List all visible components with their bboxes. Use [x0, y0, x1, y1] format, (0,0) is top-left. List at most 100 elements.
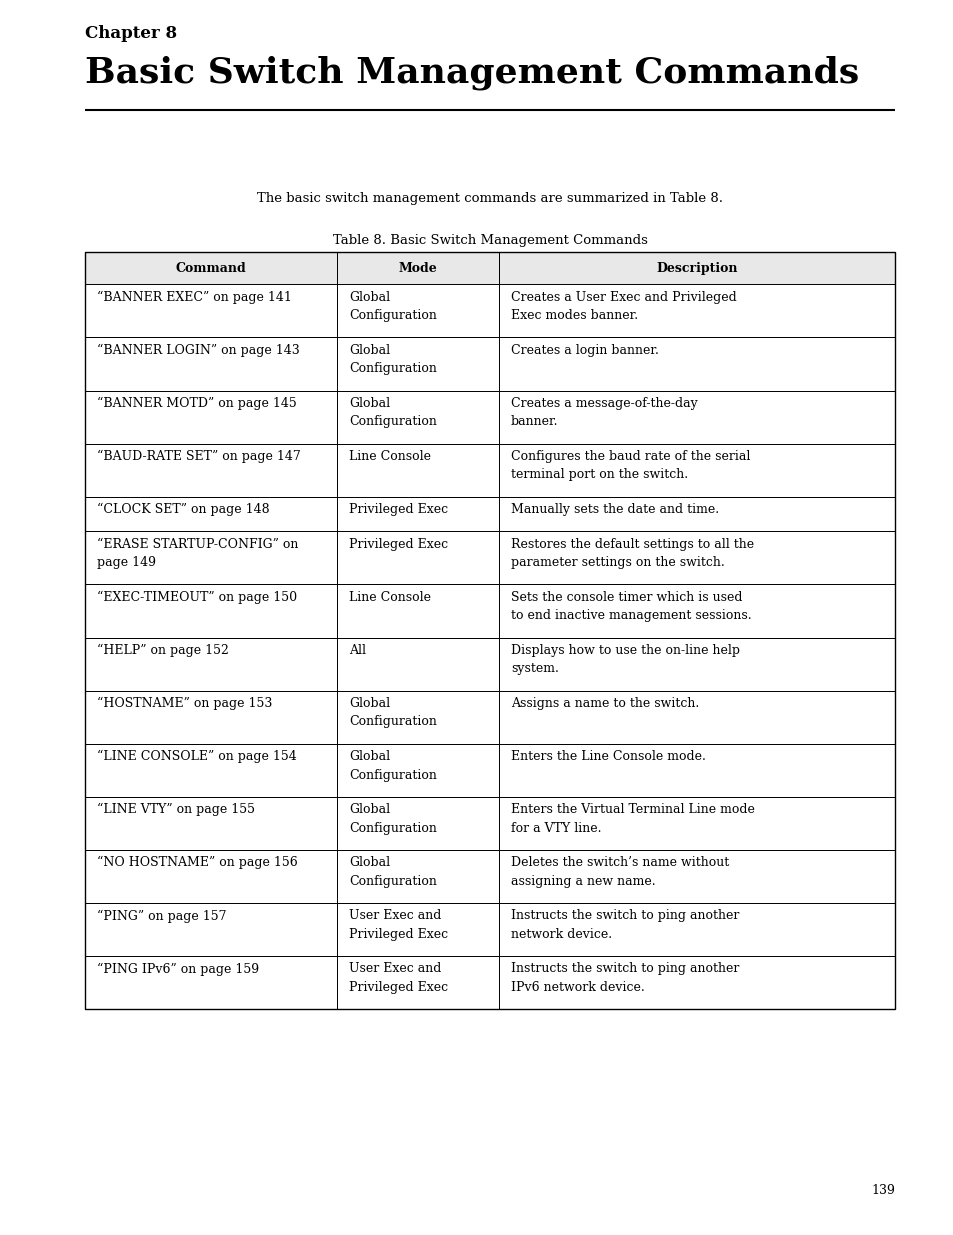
Text: “HOSTNAME” on page 153: “HOSTNAME” on page 153 — [97, 697, 273, 710]
Text: 139: 139 — [870, 1184, 894, 1197]
Bar — [498, 443, 894, 496]
Text: “BANNER EXEC” on page 141: “BANNER EXEC” on page 141 — [97, 290, 292, 304]
Bar — [85, 390, 336, 443]
Text: Chapter 8: Chapter 8 — [85, 25, 177, 42]
Bar — [336, 743, 498, 797]
Text: Enters the Line Console mode.: Enters the Line Console mode. — [511, 750, 705, 763]
Text: Privileged Exec: Privileged Exec — [349, 927, 448, 941]
Bar — [336, 390, 498, 443]
Bar — [85, 903, 336, 956]
Text: “PING IPv6” on page 159: “PING IPv6” on page 159 — [97, 962, 259, 976]
Text: Exec modes banner.: Exec modes banner. — [511, 309, 638, 322]
Text: Privileged Exec: Privileged Exec — [349, 537, 448, 551]
Bar — [336, 284, 498, 337]
Bar — [498, 584, 894, 637]
Text: User Exec and: User Exec and — [349, 962, 441, 976]
Bar — [85, 284, 336, 337]
Text: banner.: banner. — [511, 415, 558, 429]
Text: Configuration: Configuration — [349, 415, 436, 429]
Text: system.: system. — [511, 662, 558, 676]
Bar — [85, 797, 336, 850]
Bar — [498, 496, 894, 531]
Text: “BANNER MOTD” on page 145: “BANNER MOTD” on page 145 — [97, 396, 296, 410]
Text: “BANNER LOGIN” on page 143: “BANNER LOGIN” on page 143 — [97, 343, 299, 357]
Text: Displays how to use the on-line help: Displays how to use the on-line help — [511, 643, 740, 657]
Text: Restores the default settings to all the: Restores the default settings to all the — [511, 537, 753, 551]
Text: “HELP” on page 152: “HELP” on page 152 — [97, 643, 229, 657]
Text: Global: Global — [349, 750, 390, 763]
Text: “LINE CONSOLE” on page 154: “LINE CONSOLE” on page 154 — [97, 750, 296, 763]
Bar — [336, 337, 498, 390]
Text: Creates a login banner.: Creates a login banner. — [511, 343, 659, 357]
Bar — [498, 797, 894, 850]
Text: Configuration: Configuration — [349, 309, 436, 322]
Bar — [85, 690, 336, 743]
Text: to end inactive management sessions.: to end inactive management sessions. — [511, 609, 751, 622]
Bar — [85, 584, 336, 637]
Text: Table 8. Basic Switch Management Commands: Table 8. Basic Switch Management Command… — [333, 233, 647, 247]
Text: Global: Global — [349, 396, 390, 410]
Text: Instructs the switch to ping another: Instructs the switch to ping another — [511, 909, 739, 923]
Text: “CLOCK SET” on page 148: “CLOCK SET” on page 148 — [97, 503, 270, 516]
Text: page 149: page 149 — [97, 556, 156, 569]
Bar — [336, 531, 498, 584]
Bar — [498, 252, 894, 284]
Text: Deletes the switch’s name without: Deletes the switch’s name without — [511, 856, 728, 869]
Text: “NO HOSTNAME” on page 156: “NO HOSTNAME” on page 156 — [97, 856, 297, 869]
Bar — [498, 284, 894, 337]
Bar — [336, 496, 498, 531]
Text: Basic Switch Management Commands: Basic Switch Management Commands — [85, 56, 859, 89]
Text: Configuration: Configuration — [349, 768, 436, 782]
Text: “BAUD-RATE SET” on page 147: “BAUD-RATE SET” on page 147 — [97, 450, 300, 463]
Bar — [85, 252, 894, 1009]
Text: Global: Global — [349, 290, 390, 304]
Text: Global: Global — [349, 803, 390, 816]
Bar — [498, 743, 894, 797]
Text: Creates a User Exec and Privileged: Creates a User Exec and Privileged — [511, 290, 736, 304]
Text: The basic switch management commands are summarized in Table 8.: The basic switch management commands are… — [256, 191, 722, 205]
Text: assigning a new name.: assigning a new name. — [511, 874, 655, 888]
Text: terminal port on the switch.: terminal port on the switch. — [511, 468, 687, 482]
Bar — [498, 903, 894, 956]
Bar — [336, 903, 498, 956]
Text: “EXEC-TIMEOUT” on page 150: “EXEC-TIMEOUT” on page 150 — [97, 590, 296, 604]
Text: Global: Global — [349, 343, 390, 357]
Bar — [498, 390, 894, 443]
Bar — [336, 443, 498, 496]
Bar — [336, 690, 498, 743]
Text: Assigns a name to the switch.: Assigns a name to the switch. — [511, 697, 699, 710]
Text: Instructs the switch to ping another: Instructs the switch to ping another — [511, 962, 739, 976]
Text: Configures the baud rate of the serial: Configures the baud rate of the serial — [511, 450, 749, 463]
Bar — [85, 743, 336, 797]
Bar — [498, 850, 894, 903]
Text: network device.: network device. — [511, 927, 612, 941]
Text: IPv6 network device.: IPv6 network device. — [511, 981, 644, 994]
Text: Line Console: Line Console — [349, 590, 431, 604]
Text: Configuration: Configuration — [349, 362, 436, 375]
Text: Sets the console timer which is used: Sets the console timer which is used — [511, 590, 741, 604]
Bar — [336, 584, 498, 637]
Bar — [85, 496, 336, 531]
Text: Privileged Exec: Privileged Exec — [349, 503, 448, 516]
Bar — [336, 797, 498, 850]
Text: Global: Global — [349, 856, 390, 869]
Text: for a VTY line.: for a VTY line. — [511, 821, 600, 835]
Bar — [85, 337, 336, 390]
Text: Enters the Virtual Terminal Line mode: Enters the Virtual Terminal Line mode — [511, 803, 754, 816]
Text: User Exec and: User Exec and — [349, 909, 441, 923]
Bar — [85, 443, 336, 496]
Bar — [336, 252, 498, 284]
Bar — [498, 337, 894, 390]
Bar — [498, 690, 894, 743]
Bar — [85, 956, 336, 1009]
Text: “PING” on page 157: “PING” on page 157 — [97, 909, 226, 923]
Text: Configuration: Configuration — [349, 715, 436, 729]
Text: Command: Command — [175, 262, 246, 274]
Text: Mode: Mode — [398, 262, 436, 274]
Text: Line Console: Line Console — [349, 450, 431, 463]
Bar — [498, 956, 894, 1009]
Bar — [85, 531, 336, 584]
Bar — [336, 956, 498, 1009]
Text: Manually sets the date and time.: Manually sets the date and time. — [511, 503, 719, 516]
Bar — [336, 637, 498, 690]
